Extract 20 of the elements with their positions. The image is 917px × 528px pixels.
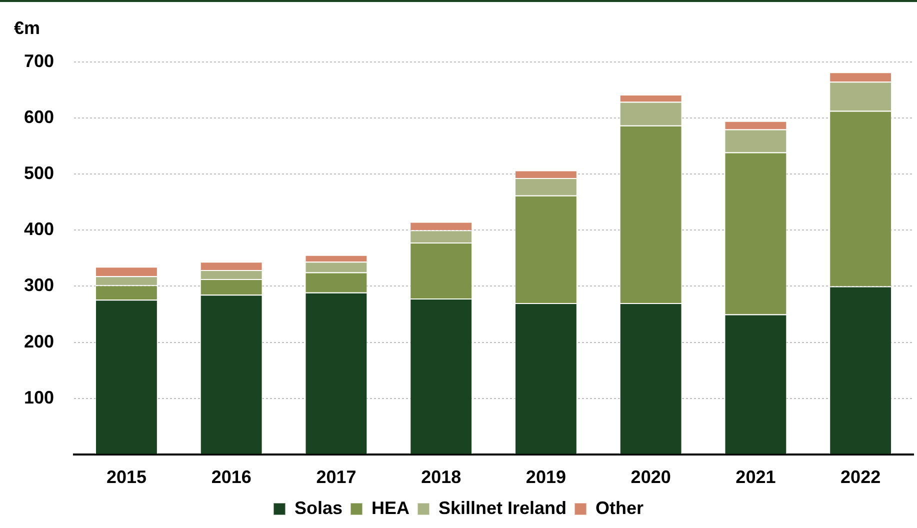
- legend-label: Skillnet Ireland: [438, 498, 567, 518]
- x-tick-label: 2019: [526, 467, 566, 488]
- x-tick-label: 2021: [736, 467, 776, 488]
- y-tick-label: 700: [24, 50, 54, 71]
- y-axis-title: €m: [14, 18, 40, 39]
- y-tick-label: 300: [24, 275, 54, 296]
- legend-label: Other: [596, 498, 644, 518]
- x-tick-label: 2016: [211, 467, 252, 488]
- x-tick-label: 2022: [840, 467, 881, 488]
- x-tick-label: 2017: [316, 467, 356, 488]
- y-tick-label: 600: [24, 107, 54, 128]
- legend-label: Solas: [294, 498, 342, 518]
- legend-label: HEA: [371, 498, 410, 518]
- x-tick-label: 2015: [106, 467, 146, 488]
- x-tick-label: 2020: [630, 467, 671, 488]
- y-tick-label: 100: [24, 387, 54, 408]
- y-tick-label: 200: [24, 331, 54, 352]
- x-tick-label: 2018: [421, 467, 462, 488]
- y-tick-label: 500: [24, 163, 54, 184]
- y-tick-label: 400: [24, 219, 54, 240]
